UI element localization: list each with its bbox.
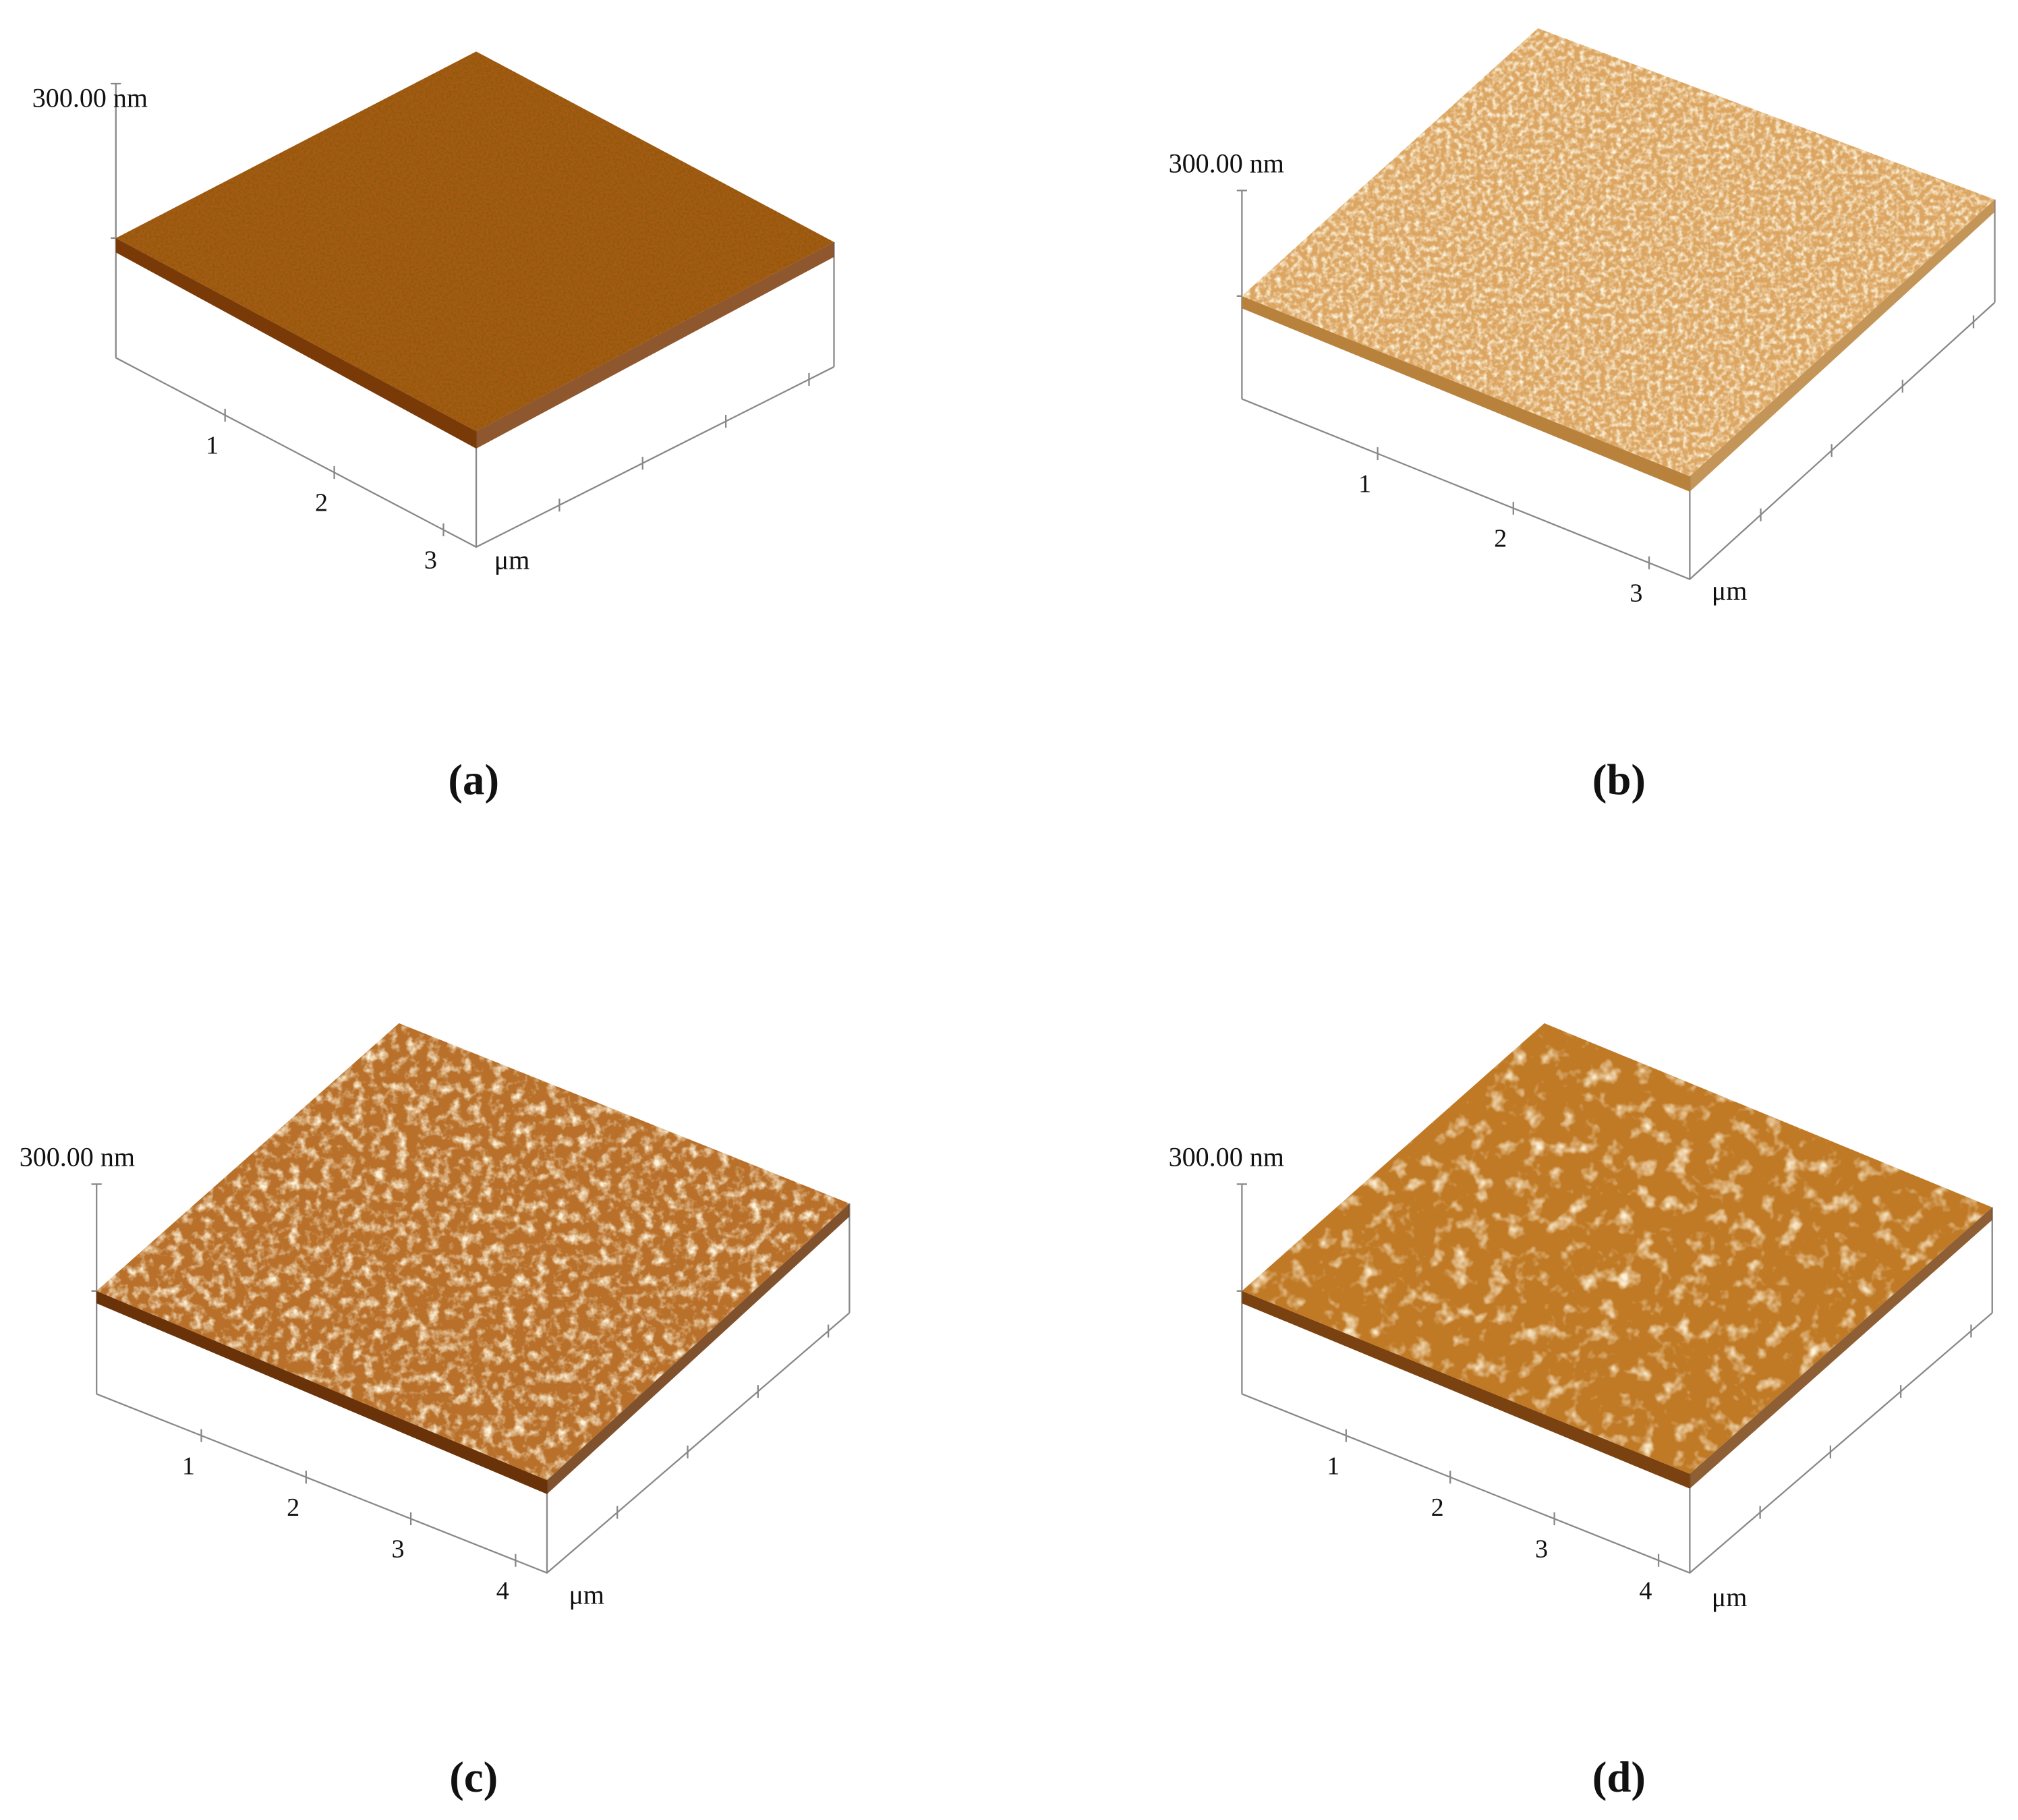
- z-label: 300.00 nm: [20, 1142, 135, 1172]
- panel-caption: (c): [449, 1753, 498, 1802]
- tick-label: 1: [206, 432, 219, 460]
- surface-side: [115, 237, 477, 449]
- surface-side: [96, 1290, 548, 1494]
- surface-side: [1690, 1207, 1992, 1489]
- surface-texture: [1242, 28, 1995, 476]
- z-label: 300.00 nm: [32, 82, 148, 113]
- surface-texture: [96, 1023, 850, 1481]
- tick-label: 4: [1639, 1576, 1652, 1605]
- surface-texture: [1242, 1023, 1992, 1474]
- surface-side: [1242, 295, 1690, 492]
- surface-side: [476, 241, 834, 449]
- tick-label: 2: [287, 1494, 299, 1522]
- tick-label: 4: [496, 1576, 509, 1605]
- unit-label: μm: [494, 544, 530, 575]
- tick-label: 2: [315, 489, 328, 517]
- unit-label: μm: [569, 1579, 604, 1610]
- tick-label: 1: [1327, 1452, 1339, 1480]
- unit-label: μm: [1712, 575, 1748, 606]
- surface-side: [547, 1203, 850, 1494]
- tick-label: 3: [391, 1535, 404, 1564]
- tick-label: 3: [1630, 579, 1642, 608]
- surface-side: [1690, 199, 1995, 492]
- z-label: 300.00 nm: [1169, 1142, 1284, 1172]
- z-label: 300.00 nm: [1169, 148, 1284, 179]
- panel-caption: (d): [1592, 1753, 1646, 1802]
- tick-label: 1: [1358, 470, 1371, 499]
- tick-label: 1: [182, 1452, 195, 1480]
- panel-caption: (a): [448, 756, 499, 804]
- tick-label: 2: [1431, 1494, 1444, 1522]
- surface-side: [1242, 1290, 1690, 1489]
- panel-caption: (b): [1592, 756, 1646, 804]
- tick-label: 3: [1535, 1535, 1548, 1564]
- tick-label: 3: [424, 546, 437, 575]
- unit-label: μm: [1712, 1582, 1748, 1612]
- tick-label: 2: [1494, 525, 1507, 553]
- surface-texture: [115, 51, 834, 432]
